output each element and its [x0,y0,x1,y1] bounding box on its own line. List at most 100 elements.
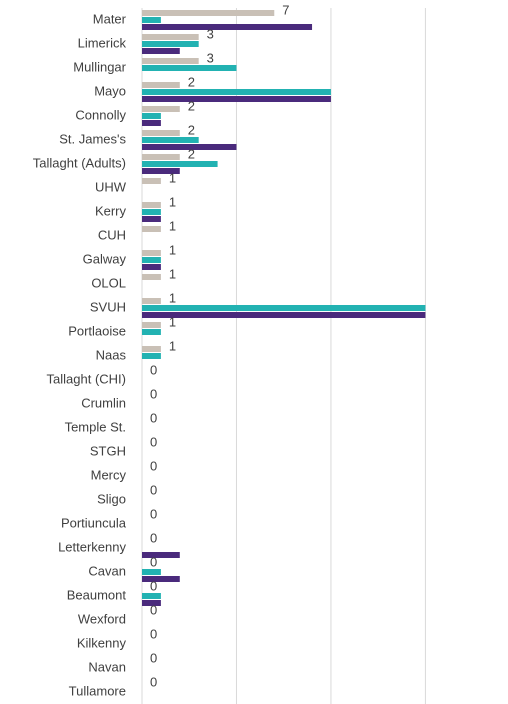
bar [142,120,161,126]
bar [142,82,180,88]
y-tick-label: Mullingar [73,59,126,74]
bar [142,168,180,174]
bar [142,322,161,328]
y-tick-label: Mercy [91,467,127,482]
y-tick-label: Tullamore [69,683,126,698]
y-tick-label: CUH [98,227,126,242]
bar [142,593,161,599]
bar [142,178,161,184]
data-label: 2 [188,74,195,89]
y-tick-label: Beaumont [67,587,127,602]
bar [142,17,161,23]
data-label: 2 [188,122,195,137]
data-label: 1 [169,290,176,305]
bar [142,41,199,47]
bar [142,106,180,112]
data-label: 1 [169,218,176,233]
bar [142,274,161,280]
y-tick-label: Navan [88,659,126,674]
data-label: 0 [150,482,157,497]
bar [142,89,331,95]
y-tick-label: Portiuncula [61,515,127,530]
data-label: 0 [150,578,157,593]
bar [142,161,218,167]
bar [142,305,426,311]
data-label: 0 [150,362,157,377]
data-label: 2 [188,98,195,113]
bar [142,329,161,335]
y-tick-label: Kerry [95,203,127,218]
bar [142,137,199,143]
y-tick-label: Kilkenny [77,635,127,650]
y-tick-label: UHW [95,179,127,194]
bar [142,154,180,160]
data-label: 3 [207,26,214,41]
bar [142,312,426,318]
y-tick-label: Connolly [75,107,126,122]
bar [142,576,180,582]
bar [142,130,180,136]
bar [142,24,313,30]
bar [142,10,275,16]
data-label: 0 [150,458,157,473]
data-label: 1 [169,266,176,281]
bar [142,569,161,575]
bar [142,353,161,359]
data-label: 2 [188,146,195,161]
bar [142,65,237,71]
bar [142,600,161,606]
data-label: 7 [282,2,289,17]
bar [142,96,331,102]
bar [142,552,180,558]
data-label: 1 [169,338,176,353]
data-label: 0 [150,650,157,665]
y-tick-label: St. James's [59,131,126,146]
bar [142,58,199,64]
data-label: 1 [169,242,176,257]
data-label: 0 [150,602,157,617]
bar [142,113,161,119]
data-label: 0 [150,506,157,521]
bar [142,250,161,256]
bar [142,264,161,270]
data-label: 0 [150,434,157,449]
y-tick-label: OLOL [91,275,126,290]
y-tick-label: Naas [96,347,127,362]
y-tick-label: Galway [83,251,127,266]
data-label: 0 [150,386,157,401]
y-tick-label: Crumlin [81,395,126,410]
bar [142,144,237,150]
y-tick-label: Temple St. [65,419,126,434]
bar [142,298,161,304]
y-tick-label: Tallaght (CHI) [47,371,126,386]
y-tick-label: Portlaoise [68,323,126,338]
y-tick-label: Wexford [78,611,126,626]
data-label: 0 [150,410,157,425]
y-tick-label: Sligo [97,491,126,506]
y-tick-label: Mayo [94,83,126,98]
bar [142,48,180,54]
y-tick-label: Tallaght (Adults) [33,155,126,170]
data-label: 3 [207,50,214,65]
data-label: 0 [150,626,157,641]
bar [142,209,161,215]
data-label: 0 [150,674,157,689]
y-tick-label: Mater [93,11,127,26]
y-tick-label: Limerick [78,35,127,50]
data-label: 1 [169,194,176,209]
bar [142,257,161,263]
data-label: 0 [150,530,157,545]
bar [142,226,161,232]
data-label: 0 [150,554,157,569]
data-label: 1 [169,314,176,329]
bar [142,346,161,352]
y-tick-label: SVUH [90,299,126,314]
y-tick-label: Letterkenny [58,539,126,554]
y-tick-label: STGH [90,443,126,458]
bar [142,34,199,40]
bar [142,202,161,208]
bar [142,216,161,222]
y-tick-label: Cavan [88,563,126,578]
data-label: 1 [169,170,176,185]
